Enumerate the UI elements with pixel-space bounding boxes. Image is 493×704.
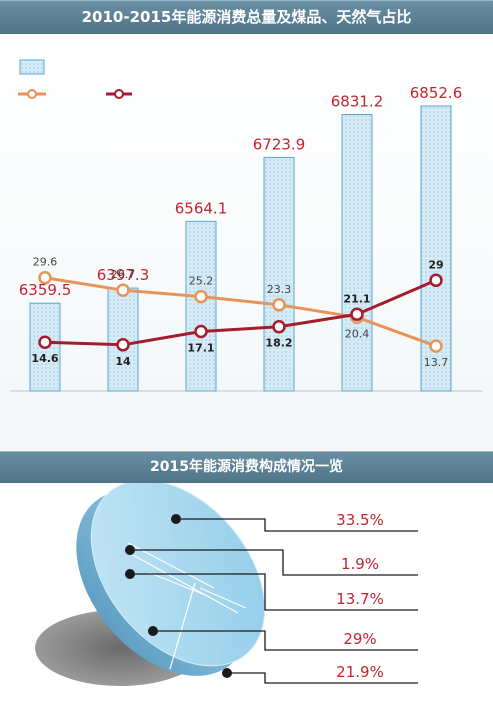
coal-point-2013 [272,298,286,312]
gas-line [44,278,437,347]
pie-slice-divider [149,572,206,596]
bar-2013 [263,156,295,392]
coal-value-label: 26.7 [111,268,136,281]
pie-callout-line [227,672,418,684]
combo-chart-svg: 6359.5 6397.3 6564.1 6723.9 6831.2 6852.6 29.6… [10,59,483,392]
pie-slice-divider [132,554,239,614]
coal-point-2010 [38,270,52,285]
gas-value-label: 17.1 [187,341,214,354]
pie-percent-label: 21.9% [336,663,384,681]
pie-callout-line [153,630,418,651]
coal-value-label: 29.6 [33,256,58,269]
pie-disc-face [90,479,266,667]
bar-value-label: 6852.6 [410,84,463,102]
gas-point-2010 [38,335,52,349]
legend-bar-swatch [19,59,45,75]
pie-chart: 33.5% 1.9% 13.7% 29% 21.9% [0,479,493,700]
pie-callout-line [130,573,418,611]
bar-value-label: 6564.1 [175,199,228,217]
bar-value-label: 6723.9 [253,135,306,153]
coal-point-2012 [194,289,208,304]
coal-value-label: 23.3 [267,283,292,296]
gas-value-label: 14.6 [31,352,58,365]
coal-line [44,276,437,348]
gas-value-label: 29 [428,258,443,271]
gas-point-2014 [350,307,364,322]
legend-coal-marker [18,89,46,99]
pie-slice-divider [169,582,196,670]
pie-percent-label: 13.7% [336,590,384,608]
coal-point-2015 [429,339,443,353]
bar-value-label: 6359.5 [19,281,72,299]
bar-2012 [185,220,217,392]
gas-point-2013 [272,319,286,334]
pie-callout-line [130,549,418,576]
combo-chart: 6359.5 6397.3 6564.1 6723.9 6831.2 6852.6 29.6… [0,34,493,451]
pie-chart-svg: 33.5% 1.9% 13.7% 29% 21.9% [35,479,418,686]
pie-callout-line [176,518,418,532]
pie-slice-divider [199,587,247,609]
bar-value-label: 6397.3 [97,266,150,284]
coal-value-label: 13.7 [424,356,449,369]
chart-title-banner: 2010-2015年能源消费总量及煤品、天然气占比 [0,0,493,34]
legend-gas-marker [106,89,132,99]
gas-value-label: 14 [115,355,131,368]
gas-point-2015 [429,273,443,288]
gas-point-2012 [194,324,208,339]
gas-point-2011 [116,338,130,352]
coal-value-label: 25.2 [189,275,214,288]
pie-percent-label: 33.5% [336,511,384,529]
bar-value-label: 6831.2 [331,93,384,111]
gas-value-label: 21.1 [343,292,370,305]
section-title-banner: 2015年能源消费构成情况一览 [0,451,493,483]
pie-percent-label: 29% [343,630,376,648]
coal-value-label: 20.4 [345,327,370,340]
bar-2014 [341,114,373,392]
gas-value-label: 18.2 [265,337,292,350]
coal-point-2011 [116,283,130,297]
pie-percent-label: 1.9% [341,555,379,573]
